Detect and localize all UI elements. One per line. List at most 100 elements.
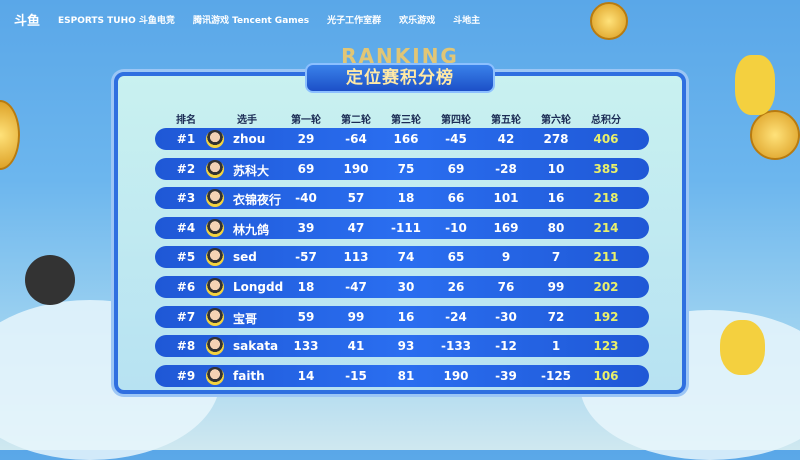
column-header: 总积分 [591, 115, 621, 126]
total-score: 406 [593, 132, 619, 146]
round-score: 113 [343, 250, 369, 265]
round-score: -24 [445, 309, 467, 324]
total-score: 211 [593, 250, 619, 265]
round-score: 65 [447, 250, 465, 265]
round-score: 14 [297, 368, 315, 383]
coin-decoration [750, 110, 800, 160]
player-name: sakata [233, 339, 279, 354]
round-score: 101 [493, 191, 519, 206]
round-score: -133 [440, 339, 472, 354]
round-score: -64 [345, 132, 367, 146]
total-score: 106 [593, 368, 619, 383]
column-header: 第三轮 [391, 115, 421, 126]
round-score: 93 [397, 339, 415, 354]
round-score: -30 [495, 309, 517, 324]
round-score: 59 [297, 309, 315, 324]
round-score: -47 [345, 280, 367, 294]
column-header: 第二轮 [341, 115, 371, 126]
round-score: 18 [397, 191, 415, 206]
player-avatar [206, 130, 224, 148]
table-row: #4 林九鸽 39 47 -111 -10 169 80 214 [155, 216, 649, 239]
round-score: 39 [297, 220, 315, 235]
round-score: 278 [543, 132, 569, 146]
round-score: 190 [343, 161, 369, 176]
round-score: 16 [547, 191, 565, 206]
table-row: #3 衣锦夜行 -40 57 18 66 101 16 218 [155, 187, 649, 210]
total-score: 123 [593, 339, 619, 354]
page-title: 定位赛积分榜 [305, 63, 495, 93]
round-score: -15 [345, 368, 367, 383]
round-score: 81 [397, 368, 415, 383]
table-row: #7 宝哥 59 99 16 -24 -30 72 192 [155, 305, 649, 328]
table-row: #9 faith 14 -15 81 190 -39 -125 106 [155, 364, 649, 387]
rank: #8 [176, 339, 196, 354]
rank: #3 [176, 191, 196, 206]
round-score: 47 [347, 220, 365, 235]
player-name: Longdd [233, 280, 284, 294]
rank: #1 [176, 132, 196, 146]
round-score: 76 [497, 280, 515, 294]
rank: #2 [176, 161, 196, 176]
rank: #6 [176, 280, 196, 294]
round-score: 42 [497, 132, 515, 146]
round-score: 190 [443, 368, 469, 383]
player-name: 林九鸽 [233, 222, 270, 237]
total-score: 385 [593, 161, 619, 176]
tencent-games-logo: 腾讯游戏 Tencent Games [192, 16, 310, 26]
sponsor-logos: 斗鱼 ESPORTS TUHO 斗鱼电竞 腾讯游戏 Tencent Games … [14, 10, 480, 29]
table-row: #6 Longdd 18 -47 30 26 76 99 202 [155, 276, 649, 298]
column-header: 排名 [176, 115, 196, 126]
round-score: 75 [397, 161, 415, 176]
round-score: 72 [547, 309, 565, 324]
total-score: 214 [593, 220, 619, 235]
round-score: 9 [501, 250, 511, 265]
column-header: 第四轮 [441, 115, 471, 126]
round-score: 133 [293, 339, 319, 354]
column-header: 第六轮 [541, 115, 571, 126]
rank: #9 [176, 368, 196, 383]
round-score: -57 [295, 250, 317, 265]
player-avatar [206, 189, 224, 208]
round-score: -10 [445, 220, 467, 235]
player-name: 宝哥 [233, 311, 258, 326]
table-row: #1 zhou 29 -64 166 -45 42 278 406 [155, 128, 649, 150]
player-avatar [206, 337, 224, 356]
table-row: #5 sed -57 113 74 65 9 7 211 [155, 246, 649, 269]
player-avatar [206, 218, 224, 237]
round-score: 57 [347, 191, 365, 206]
round-score: 7 [551, 250, 561, 265]
player-avatar [206, 159, 224, 178]
column-header: 选手 [237, 115, 257, 126]
round-score: -12 [495, 339, 517, 354]
player-avatar [206, 307, 224, 326]
player-avatar [206, 248, 224, 267]
round-score: 74 [397, 250, 415, 265]
round-score: 166 [393, 132, 419, 146]
mascot-character [720, 320, 765, 375]
round-score: 69 [447, 161, 465, 176]
huanle-logo: 欢乐游戏 [399, 16, 436, 26]
player-name: 苏科大 [233, 163, 270, 178]
player-name: 衣锦夜行 [233, 193, 282, 208]
round-score: -39 [495, 368, 517, 383]
round-score: -125 [540, 368, 572, 383]
column-header: 第一轮 [291, 115, 321, 126]
coin-decoration [590, 2, 628, 40]
round-score: 26 [447, 280, 465, 294]
mascot-character [735, 55, 775, 115]
total-score: 218 [593, 191, 619, 206]
round-score: 18 [297, 280, 315, 294]
rank: #7 [176, 309, 196, 324]
esports-logo: ESPORTS TUHO 斗鱼电竞 [58, 16, 175, 26]
round-score: -40 [295, 191, 317, 206]
doudizhu-logo: 斗地主 [453, 16, 481, 26]
round-score: 1 [551, 339, 561, 354]
total-score: 202 [593, 280, 619, 294]
round-score: 29 [297, 132, 315, 146]
douyu-logo: 斗鱼 [14, 14, 41, 29]
column-header: 第五轮 [491, 115, 521, 126]
table-row: #2 苏科大 69 190 75 69 -28 10 385 [155, 157, 649, 180]
round-score: 99 [547, 280, 565, 294]
round-score: -111 [390, 220, 422, 235]
round-score: -28 [495, 161, 517, 176]
